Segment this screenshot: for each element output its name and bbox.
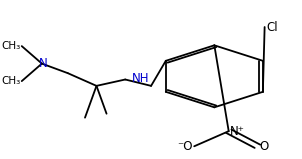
- Text: ⁻O: ⁻O: [177, 140, 193, 153]
- Text: N⁺: N⁺: [230, 125, 245, 138]
- Text: N: N: [39, 57, 48, 70]
- Text: NH: NH: [132, 72, 150, 85]
- Text: CH₃: CH₃: [1, 76, 20, 86]
- Text: O: O: [259, 140, 268, 153]
- Text: CH₃: CH₃: [1, 41, 20, 51]
- Text: Cl: Cl: [266, 21, 278, 34]
